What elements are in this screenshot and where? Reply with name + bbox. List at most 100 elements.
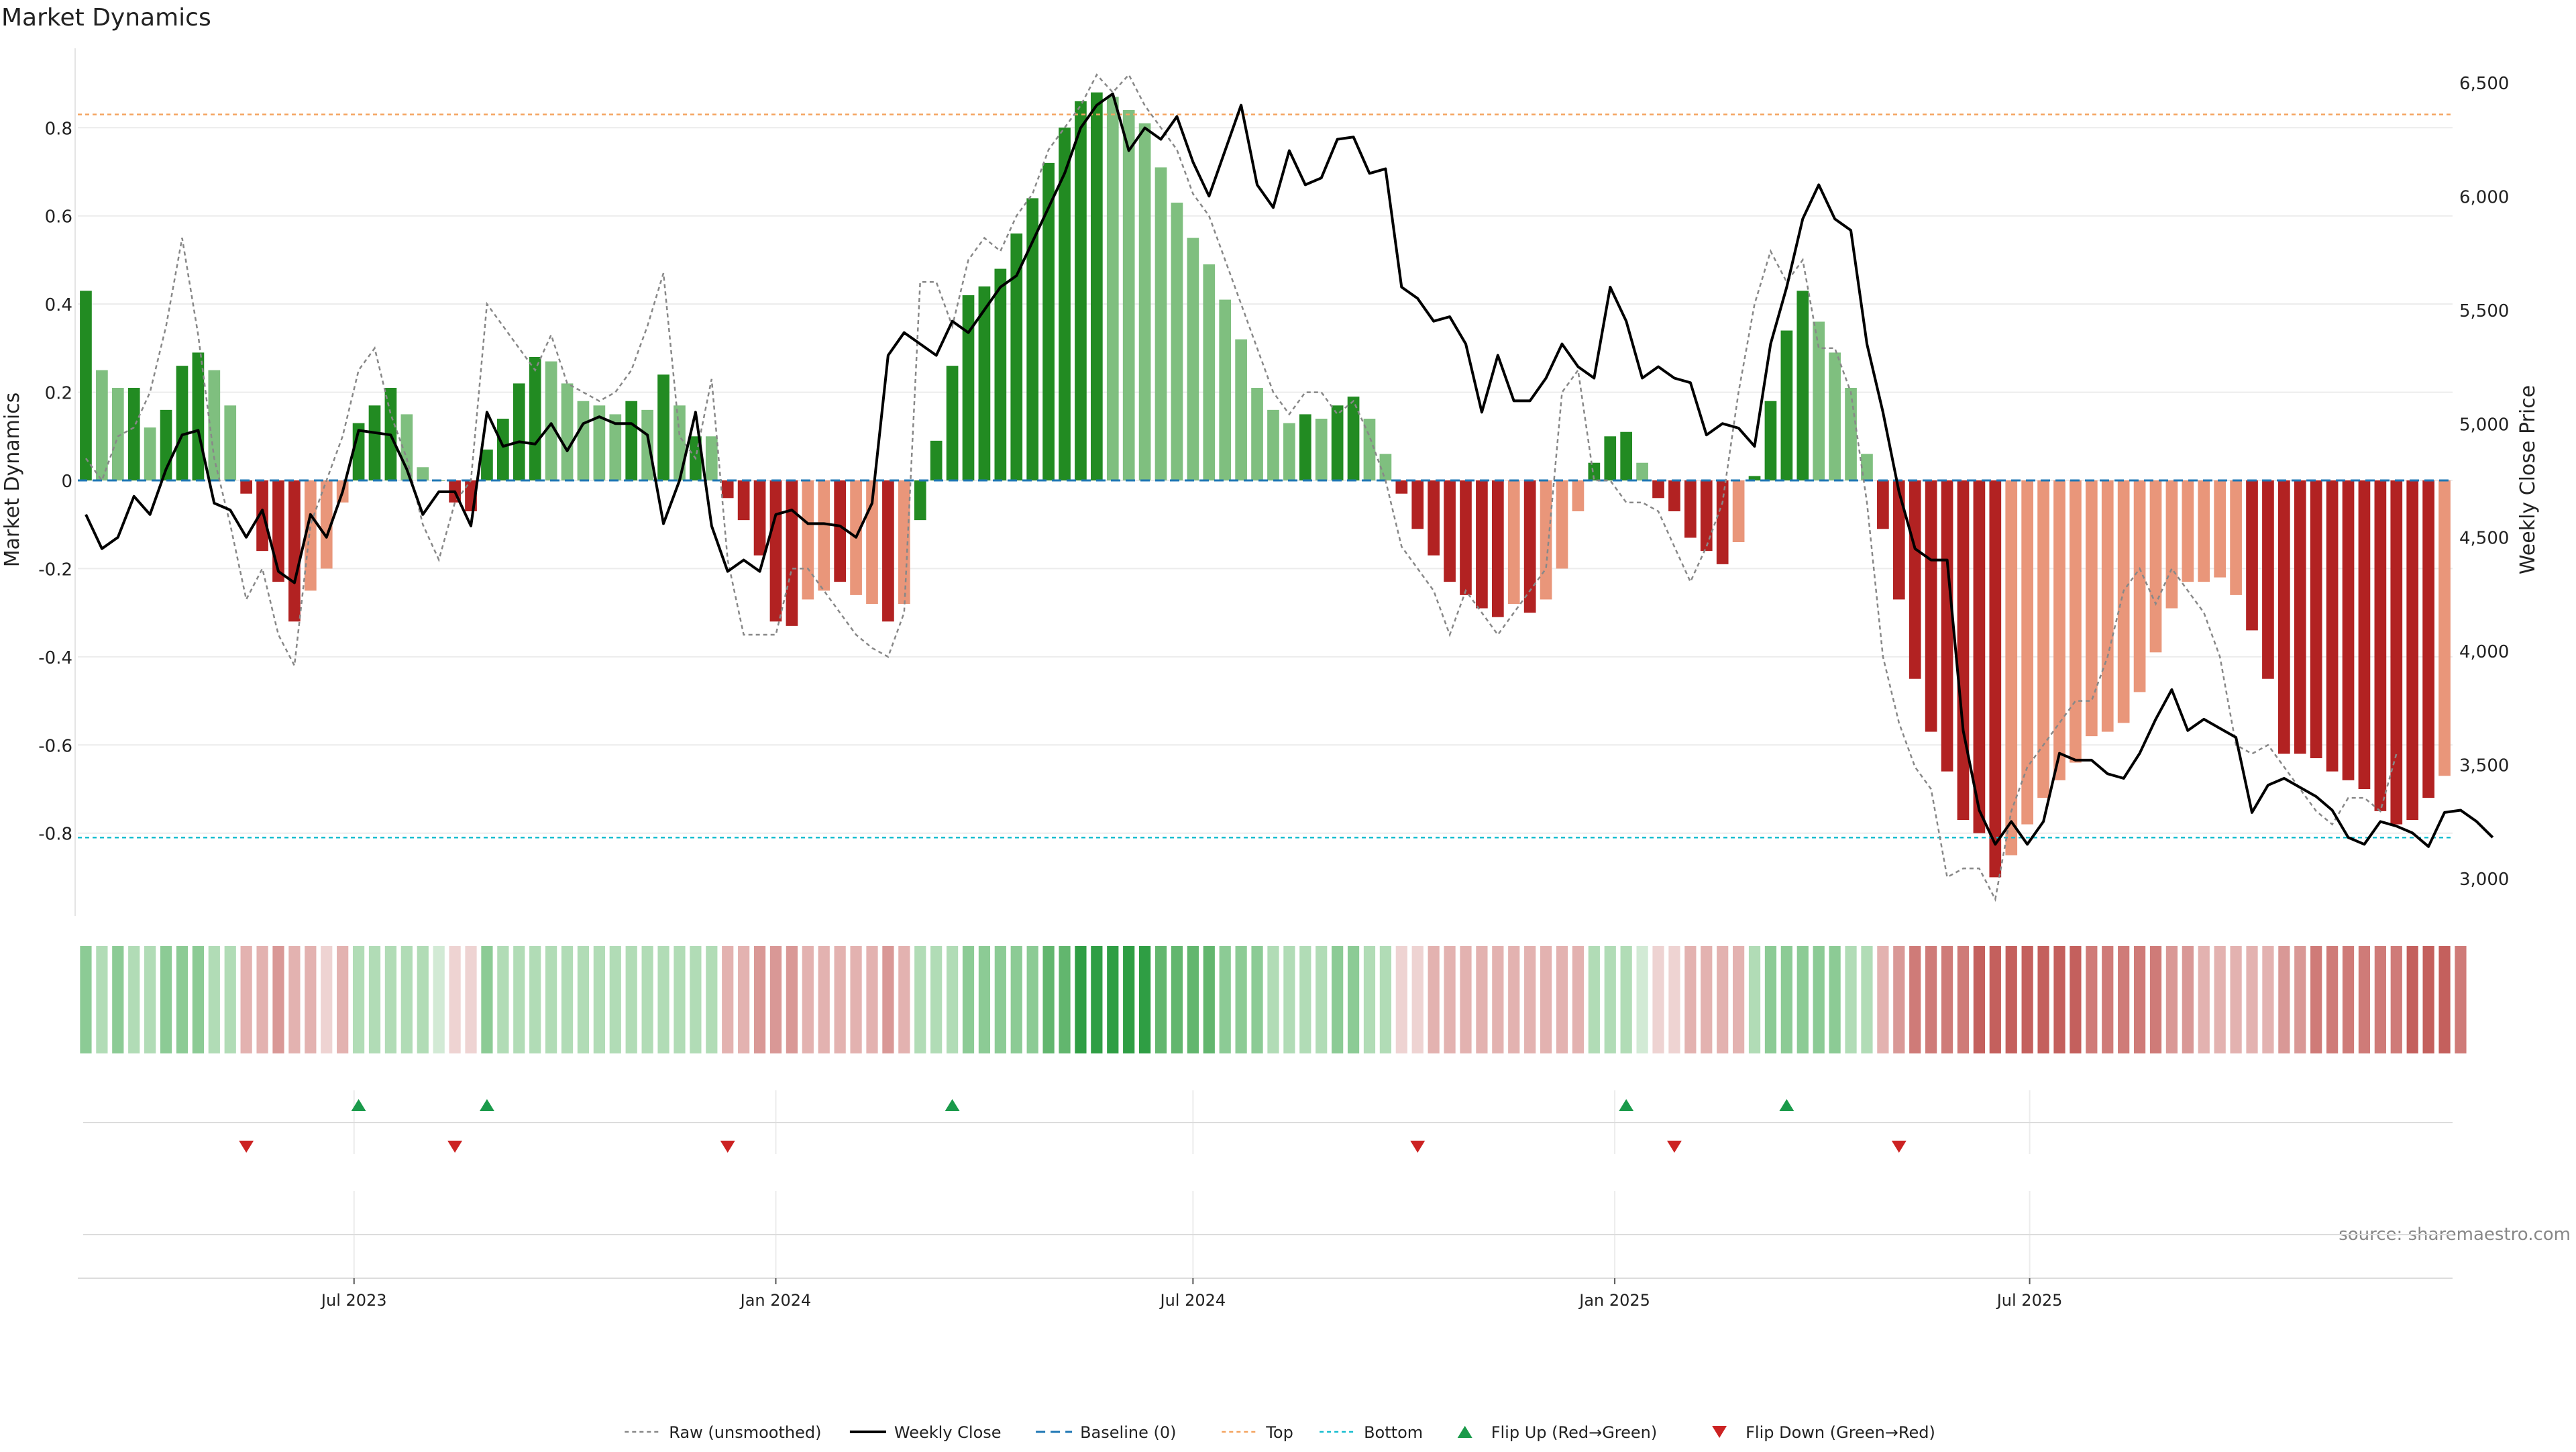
- dynamics-bar: [1476, 480, 1488, 609]
- heat-cell: [690, 946, 702, 1053]
- dynamics-bar: [1267, 409, 1279, 480]
- heat-cell: [2438, 946, 2451, 1053]
- dynamics-bar: [224, 405, 237, 480]
- heat-cell: [1829, 946, 1841, 1053]
- y-tick-label: 0: [61, 472, 72, 492]
- y2-axis-label: Weekly Close Price: [2516, 385, 2540, 574]
- dynamics-bar: [96, 370, 108, 480]
- heat-cell: [1684, 946, 1697, 1053]
- heat-cell: [834, 946, 846, 1053]
- dynamics-bar: [1973, 480, 1986, 833]
- y-tick-label: 0.4: [45, 295, 72, 315]
- heat-cell: [850, 946, 862, 1053]
- dynamics-bar: [2101, 480, 2114, 732]
- heat-cell: [1187, 946, 1199, 1053]
- dynamics-bar: [1331, 405, 1344, 480]
- legend-label: Top: [1265, 1423, 1293, 1442]
- dynamics-bar: [1652, 480, 1664, 499]
- heat-cell: [1764, 946, 1777, 1053]
- heat-cell: [1123, 946, 1135, 1053]
- dynamics-bar: [1010, 234, 1023, 480]
- heat-cell: [2262, 946, 2274, 1053]
- heat-cell: [866, 946, 878, 1053]
- heat-cell: [1717, 946, 1729, 1053]
- heat-cell: [433, 946, 445, 1053]
- dynamics-bar: [1604, 436, 1617, 480]
- dynamics-bar: [2117, 480, 2130, 723]
- dynamics-bar: [2358, 480, 2371, 789]
- dynamics-bar: [1411, 480, 1424, 529]
- reference-lines: [78, 113, 2453, 839]
- dynamics-bar: [481, 450, 493, 480]
- heat-cell: [1155, 946, 1167, 1053]
- heat-cell: [1042, 946, 1055, 1053]
- heat-cell: [1219, 946, 1231, 1053]
- heat-cell: [2182, 946, 2194, 1053]
- legend-item: Flip Down (Green→Red): [1712, 1423, 1935, 1442]
- heat-cell: [1075, 946, 1087, 1053]
- dynamics-bar: [1861, 454, 1873, 480]
- dynamics-bar: [1716, 480, 1729, 564]
- heat-cell: [914, 946, 926, 1053]
- x-tick-label: Jul 2023: [320, 1291, 387, 1310]
- heat-cell: [1316, 946, 1328, 1053]
- flip-markers-panel: [78, 1090, 2453, 1279]
- heat-cell: [1636, 946, 1648, 1053]
- heat-cell: [1861, 946, 1873, 1053]
- dynamics-bar: [2406, 480, 2419, 820]
- dynamics-bar: [1989, 480, 2002, 878]
- raw-line: [85, 73, 2398, 902]
- heat-cell: [305, 946, 317, 1053]
- y2-tick-label: 6,500: [2459, 74, 2509, 94]
- dynamics-bar: [1171, 203, 1183, 480]
- heat-cell: [1925, 946, 1937, 1053]
- heat-cell: [2326, 946, 2339, 1053]
- heat-cell: [1540, 946, 1552, 1053]
- dynamics-bar: [240, 480, 252, 494]
- heat-cell: [1652, 946, 1664, 1053]
- heat-cell: [2086, 946, 2098, 1053]
- x-tick-label: Jul 2025: [1996, 1291, 2063, 1310]
- dynamics-bar: [641, 409, 653, 480]
- dynamics-bar: [1042, 162, 1055, 480]
- heat-cell: [1957, 946, 1970, 1053]
- dynamics-bar: [802, 480, 814, 600]
- heat-cell: [882, 946, 894, 1053]
- flip-up-marker: [1619, 1099, 1634, 1111]
- heat-cell: [2133, 946, 2146, 1053]
- heat-cell: [1332, 946, 1344, 1053]
- dynamics-bar: [818, 480, 830, 591]
- heat-cell: [337, 946, 349, 1053]
- heat-cell: [1411, 946, 1424, 1053]
- heat-cell: [1909, 946, 1921, 1053]
- dynamics-bar: [657, 374, 669, 480]
- heat-cell: [1267, 946, 1279, 1053]
- heat-cell: [1428, 946, 1440, 1053]
- heat-cell: [2422, 946, 2434, 1053]
- heat-cell: [1701, 946, 1713, 1053]
- heat-cell: [256, 946, 268, 1053]
- heat-cell: [2102, 946, 2114, 1053]
- dynamics-bar: [288, 480, 301, 622]
- dynamics-bar: [914, 480, 926, 521]
- y-tick-label: 0.8: [45, 119, 72, 139]
- heat-cell: [1444, 946, 1456, 1053]
- heat-cell: [609, 946, 621, 1053]
- heat-cell: [1989, 946, 2001, 1053]
- dynamics-bar: [1299, 414, 1311, 480]
- grid-lines: [74, 48, 2453, 916]
- heat-cell: [2455, 946, 2467, 1053]
- legend-label: Baseline (0): [1080, 1423, 1176, 1442]
- dynamics-bar: [1732, 480, 1745, 542]
- flip-down-marker: [720, 1141, 735, 1153]
- heat-cell: [1059, 946, 1071, 1053]
- dynamics-bar: [1748, 476, 1761, 480]
- heat-cell: [2310, 946, 2322, 1053]
- heat-cell: [1941, 946, 1953, 1053]
- heat-cell: [2053, 946, 2065, 1053]
- dynamics-bar: [1572, 480, 1585, 511]
- dynamics-bar: [417, 467, 429, 480]
- dynamics-bar: [593, 405, 606, 480]
- heat-cell: [738, 946, 750, 1053]
- dynamics-bar: [1106, 97, 1119, 481]
